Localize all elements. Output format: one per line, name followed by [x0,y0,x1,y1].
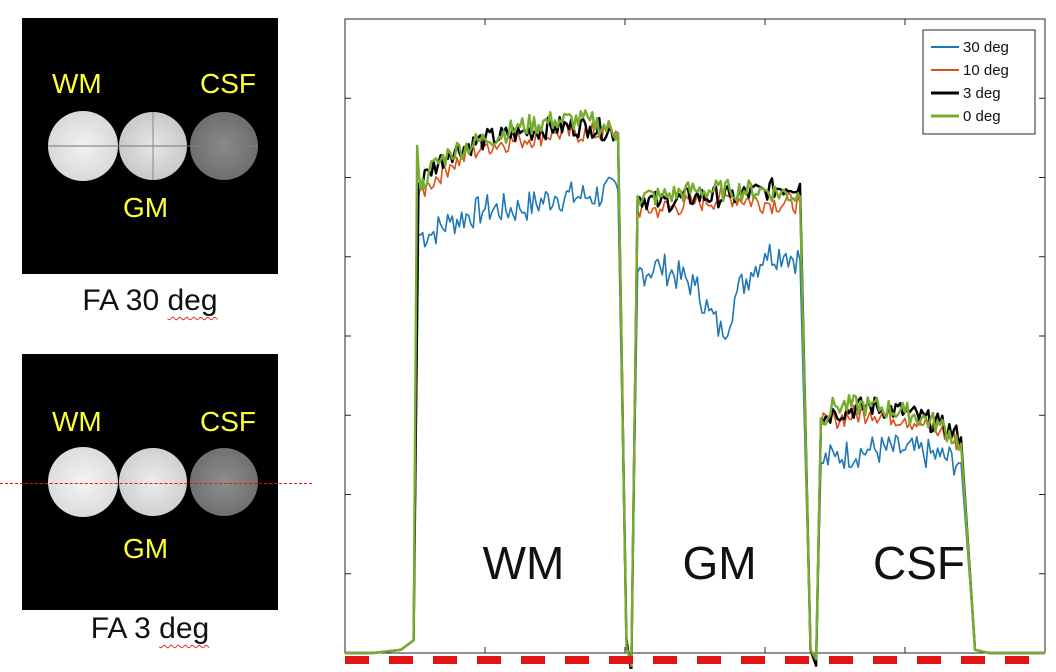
region-labels: WM GM CSF [483,537,965,589]
gm-label: GM [123,192,169,223]
gm-label: GM [123,533,169,564]
wm-label: WM [52,68,102,99]
legend-entry: 10 deg [963,62,1009,79]
region-label-gm: GM [682,537,756,589]
series-line-0 [345,176,1045,657]
phantom-circles-fa3 [48,447,258,517]
csf-label: CSF [200,406,256,437]
region-label-wm: WM [483,537,565,589]
caption-fa30-unit: deg [167,284,218,317]
series-lines [345,109,1045,669]
legend-entry: 30 deg [963,39,1009,56]
caption-fa30: FA 30 deg [22,284,278,318]
caption-fa3-prefix: FA 3 [90,612,160,645]
caption-fa30-prefix: FA 30 [82,284,168,317]
gm-circle [119,448,187,516]
wm-circle [48,447,118,517]
caption-fa3: FA 3 deg [22,612,278,646]
csf-label: CSF [200,68,256,99]
caption-fa3-unit: deg [159,612,210,645]
axis-ticks [345,19,1045,653]
wm-label: WM [52,406,102,437]
legend-entry: 0 deg [963,108,1001,125]
phantom-circles-fa30 [48,111,258,181]
legend-entry: 3 deg [963,85,1001,102]
profile-line-marker [0,483,312,484]
intensity-profile-chart: WM GM CSF 30 deg 10 deg 3 deg 0 deg [344,18,1046,669]
series-line-3 [345,109,1045,667]
mri-image-fa30: WM CSF GM [22,18,278,274]
mri-image-fa3: WM CSF GM [22,354,278,610]
legend: 30 deg 10 deg 3 deg 0 deg [922,29,1036,135]
region-label-csf: CSF [873,537,965,589]
csf-circle [190,448,258,516]
series-line-1 [345,122,1045,669]
